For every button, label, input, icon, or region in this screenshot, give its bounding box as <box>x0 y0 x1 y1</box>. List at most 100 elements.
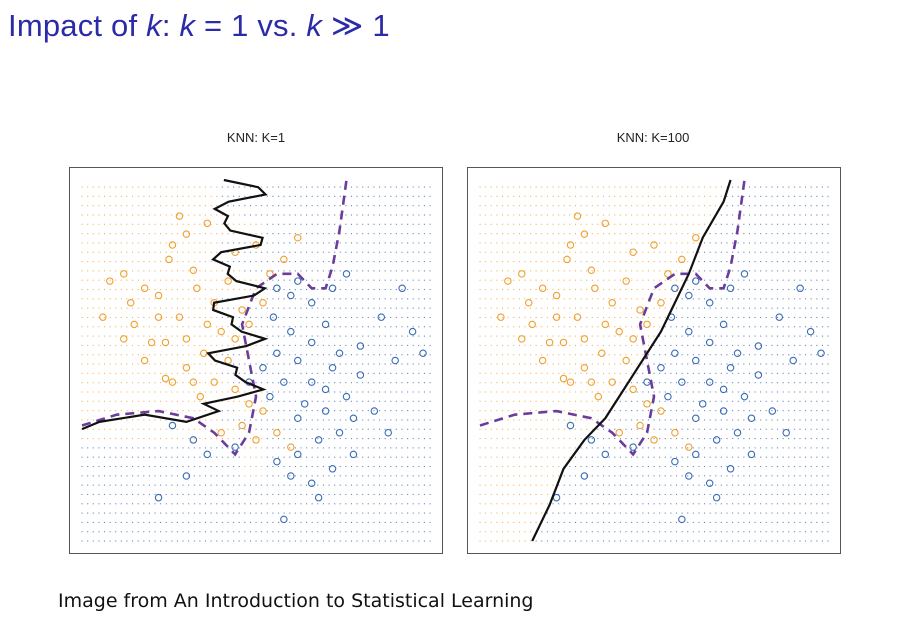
lattice-dot <box>126 419 128 421</box>
lattice-dot <box>535 512 537 514</box>
lattice-dot <box>132 391 134 393</box>
lattice-dot <box>524 382 526 384</box>
lattice-dot <box>563 335 565 337</box>
lattice-dot <box>530 251 532 253</box>
lattice-dot <box>748 214 751 216</box>
lattice-dot <box>597 205 599 207</box>
lattice-dot <box>552 261 554 263</box>
lattice-dot <box>199 326 201 328</box>
lattice-dot <box>87 307 89 309</box>
lattice-dot <box>586 447 588 449</box>
lattice-dot <box>423 372 425 374</box>
lattice-dot <box>87 456 89 458</box>
lattice-dot <box>507 195 509 197</box>
lattice-dot <box>210 344 212 346</box>
lattice-dot <box>126 195 128 197</box>
blue-observation-point <box>189 436 198 444</box>
lattice-dot <box>261 410 263 412</box>
lattice-dot <box>642 419 644 421</box>
lattice-dot <box>541 428 543 430</box>
lattice-dot <box>535 214 537 216</box>
lattice-dot <box>81 438 83 440</box>
lattice-dot <box>367 270 369 272</box>
lattice-dot <box>552 233 554 235</box>
lattice-dot <box>737 223 739 225</box>
lattice-dot <box>765 326 767 328</box>
lattice-dot <box>233 195 235 197</box>
lattice-dot <box>171 223 173 225</box>
lattice-dot <box>692 465 694 468</box>
lattice-dot <box>541 344 543 346</box>
lattice-dot <box>390 242 392 244</box>
lattice-dot <box>776 223 779 225</box>
lattice-dot <box>238 428 240 430</box>
lattice-dot <box>569 531 571 533</box>
lattice-dot <box>524 326 526 328</box>
lattice-dot <box>126 382 128 384</box>
lattice-dot <box>160 270 162 272</box>
lattice-dot <box>87 251 89 253</box>
lattice-dot <box>608 214 610 216</box>
lattice-dot <box>501 363 504 365</box>
lattice-dot <box>563 484 565 486</box>
lattice-dot <box>788 316 790 319</box>
lattice-dot <box>176 512 179 514</box>
lattice-dot <box>384 391 386 393</box>
lattice-dot <box>233 512 235 514</box>
lattice-dot <box>289 270 291 272</box>
lattice-dot <box>109 270 111 272</box>
lattice-dot <box>423 307 425 309</box>
lattice-dot <box>647 279 649 281</box>
lattice-dot <box>687 214 689 216</box>
lattice-dot <box>490 186 492 188</box>
lattice-dot <box>513 186 515 188</box>
lattice-dot <box>513 465 515 468</box>
lattice-dot <box>160 363 162 365</box>
lattice-dot <box>216 493 218 496</box>
lattice-dot <box>698 354 700 356</box>
lattice-dot <box>109 233 111 235</box>
lattice-dot <box>743 354 745 356</box>
lattice-dot <box>760 326 762 328</box>
lattice-dot <box>799 242 801 244</box>
lattice-dot <box>810 298 812 300</box>
lattice-dot <box>345 456 347 458</box>
lattice-dot <box>188 475 190 477</box>
lattice-dot <box>704 270 706 272</box>
lattice-dot <box>103 363 106 365</box>
blue-observation-point <box>280 378 288 386</box>
lattice-dot <box>765 484 767 486</box>
lattice-dot <box>395 326 397 328</box>
orange-observation-point <box>161 374 170 383</box>
lattice-dot <box>765 223 767 225</box>
lattice-dot <box>115 503 117 505</box>
lattice-dot <box>227 233 229 235</box>
lattice-dot <box>681 540 683 542</box>
lattice-dot <box>412 270 414 272</box>
lattice-dot <box>664 251 666 253</box>
lattice-dot <box>423 540 425 542</box>
lattice-dot <box>546 465 548 468</box>
lattice-dot <box>345 251 347 253</box>
lattice-dot <box>664 326 666 328</box>
lattice-dot <box>810 288 812 291</box>
lattice-dot <box>776 372 779 374</box>
lattice-dot <box>356 354 358 356</box>
lattice-dot <box>378 465 381 468</box>
blue-observation-point <box>377 313 386 321</box>
lattice-dot <box>306 242 308 244</box>
lattice-dot <box>675 214 678 216</box>
lattice-dot <box>311 251 313 253</box>
lattice-dot <box>485 335 487 337</box>
lattice-dot <box>390 186 392 188</box>
lattice-dot <box>659 456 661 458</box>
lattice-dot <box>294 298 296 300</box>
lattice-dot <box>289 335 291 337</box>
lattice-dot <box>356 223 358 225</box>
lattice-dot <box>81 400 83 402</box>
lattice-dot <box>574 261 577 263</box>
lattice-dot <box>524 531 526 533</box>
lattice-dot <box>591 475 593 477</box>
lattice-dot <box>743 344 745 346</box>
lattice-dot <box>306 214 308 216</box>
